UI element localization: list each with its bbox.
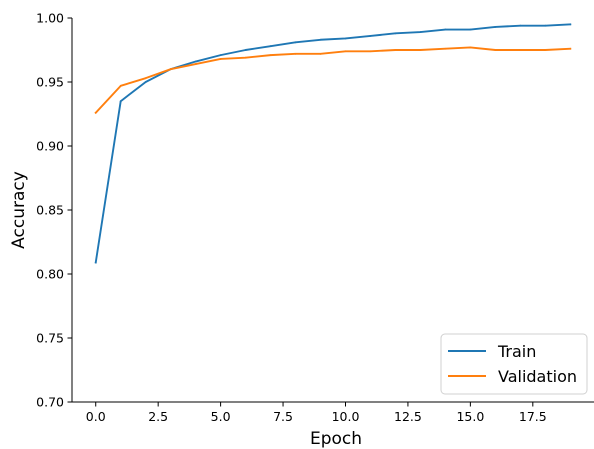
y-tick-label: 0.75 [36,331,64,346]
y-tick-label: 0.90 [36,139,64,154]
x-tick-label: 10.0 [332,409,360,424]
data-point-train [544,24,547,27]
data-point-validation [469,46,472,49]
series-layer [94,23,572,264]
data-point-validation [444,47,447,50]
data-point-validation [319,52,322,55]
data-point-train [219,54,222,57]
data-point-validation [194,63,197,65]
x-tick-label: 7.5 [273,409,293,424]
x-tick-label: 15.0 [456,409,484,424]
data-point-train [494,26,497,28]
data-point-train [444,28,447,31]
data-point-validation [544,49,547,51]
legend-label-validation: Validation [498,367,577,386]
data-point-validation [519,49,522,51]
y-tick-label: 0.70 [36,395,64,410]
data-point-validation [569,47,572,50]
data-point-train [419,31,422,33]
data-point-validation [369,50,372,53]
data-point-validation [344,50,347,53]
x-tick-label: 5.0 [211,409,231,424]
legend: Train Validation [440,333,588,395]
data-point-validation [419,49,422,51]
data-point-train [519,24,522,27]
data-point-train [469,28,472,31]
legend-box [440,333,588,395]
y-tick-label: 1.00 [36,11,64,26]
legend-label-train: Train [497,342,536,361]
data-point-validation [494,49,497,51]
data-point-train [344,37,347,40]
data-point-validation [219,58,222,60]
data-point-train [569,23,572,26]
data-point-validation [119,84,122,87]
data-point-train [119,100,122,103]
data-point-train [319,38,322,41]
data-point-train [369,35,372,37]
data-point-validation [144,77,147,80]
y-axis-title: Accuracy [9,171,29,249]
data-point-validation [294,52,297,55]
data-point-validation [269,54,272,57]
data-point-validation [394,49,397,51]
data-point-train [144,81,147,83]
data-point-validation [169,68,172,71]
data-point-validation [94,111,97,114]
series-line-validation [94,46,572,115]
x-tick-label: 17.5 [519,409,547,424]
x-tick-label: 12.5 [394,409,422,424]
data-point-validation [244,56,247,59]
x-tick-label: 2.5 [148,409,168,424]
y-tick-label: 0.80 [36,267,64,282]
y-tick-label: 0.95 [36,75,64,90]
x-axis-title: Epoch [310,429,362,449]
ticks-layer: 0.0 2.5 5.0 7.5 10.0 12.5 15.0 17.5 0.70 0.75 0.80… [36,11,547,425]
data-point-train [244,49,247,51]
data-point-train [294,41,297,44]
data-point-train [194,60,197,63]
data-point-train [269,45,272,48]
y-tick-label: 0.85 [36,203,64,218]
data-point-train [94,261,97,264]
x-tick-label: 0.0 [86,409,106,424]
data-point-train [394,32,397,35]
